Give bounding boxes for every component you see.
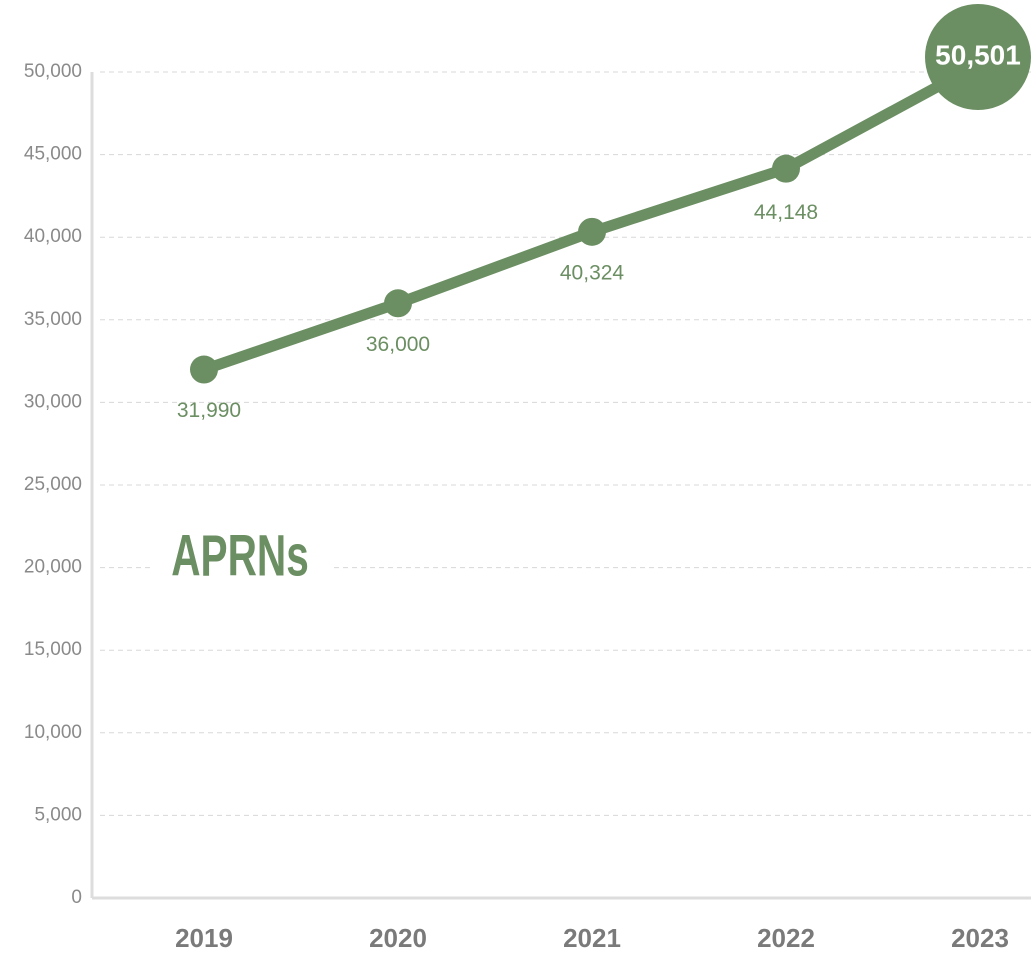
x-tick-label: 2021 <box>563 923 621 953</box>
y-tick-label: 40,000 <box>24 226 82 247</box>
y-tick-label: 20,000 <box>24 557 82 578</box>
y-tick-label: 5,000 <box>34 804 82 825</box>
value-label: 40,324 <box>560 261 625 284</box>
x-tick-label: 2020 <box>369 923 427 953</box>
x-tick-label: 2022 <box>757 923 815 953</box>
y-tick-label: 10,000 <box>24 722 82 743</box>
y-tick-label: 30,000 <box>24 391 82 412</box>
data-line <box>202 58 983 375</box>
y-tick-label: 15,000 <box>24 639 82 660</box>
marker <box>578 217 606 246</box>
x-tick-label: 2019 <box>175 923 233 953</box>
highlight-marker <box>925 4 1031 110</box>
marker <box>772 154 800 183</box>
title-backing <box>150 520 330 600</box>
value-label: 36,000 <box>366 333 430 356</box>
chart-title: APRNs <box>171 523 309 588</box>
value-label: 31,990 <box>177 399 241 422</box>
y-tick-label: 50,000 <box>24 61 82 82</box>
value-label: 50,501 <box>935 39 1021 70</box>
value-label: 44,148 <box>754 201 818 224</box>
y-tick-label: 45,000 <box>24 144 82 165</box>
y-tick-label: 25,000 <box>24 474 82 495</box>
x-tick-label: 2023 <box>951 923 1009 953</box>
y-tick-label: 0 <box>71 887 82 908</box>
marker <box>384 289 412 318</box>
y-tick-label: 35,000 <box>24 309 82 330</box>
marker <box>190 355 218 384</box>
